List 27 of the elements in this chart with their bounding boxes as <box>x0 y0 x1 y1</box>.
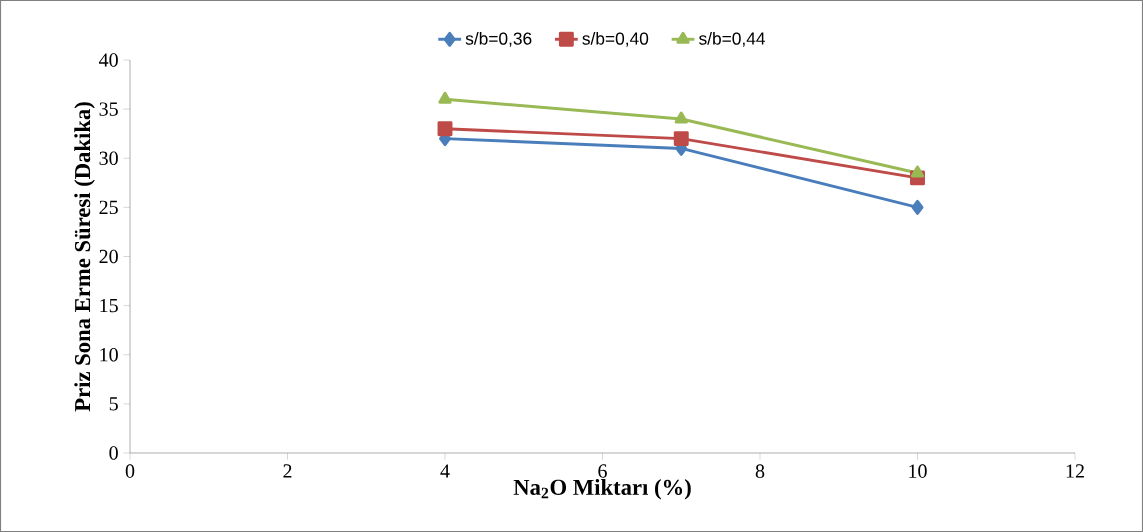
point <box>911 199 924 215</box>
y-tick-label: 40 <box>99 53 118 67</box>
y-tick-label: 20 <box>99 249 118 264</box>
y-axis-title: Priz Sona Erme Süresi (Dakika) <box>74 102 95 412</box>
legend-label: s/b=0,40 <box>582 31 649 47</box>
point <box>438 91 452 104</box>
y-tick-label: 15 <box>100 298 118 313</box>
point <box>437 121 453 137</box>
x-tick-label: 12 <box>1066 464 1084 478</box>
x-tick-label: 0 <box>125 464 135 478</box>
x-tick-label: 10 <box>909 464 927 478</box>
y-tick-label: 5 <box>109 397 118 411</box>
y-tick-label: 10 <box>100 347 118 362</box>
x-tick-label: 8 <box>755 464 765 478</box>
point <box>673 131 689 147</box>
x-tick-label: 6 <box>598 464 607 478</box>
legend-label: s/b=0,44 <box>699 31 766 47</box>
y-tick-label: 35 <box>99 102 118 116</box>
point <box>674 111 688 124</box>
y-tick-label: 25 <box>99 200 118 215</box>
x-axis-title: Na$_{2}$O Miktarı (%) <box>513 479 691 500</box>
y-tick-label: 30 <box>99 151 118 165</box>
point <box>910 165 925 178</box>
x-tick-label: 2 <box>283 464 292 478</box>
x-tick-label: 4 <box>440 464 450 478</box>
y-tick-label: 0 <box>109 446 118 460</box>
legend-label: s/b=0,36 <box>465 31 532 47</box>
